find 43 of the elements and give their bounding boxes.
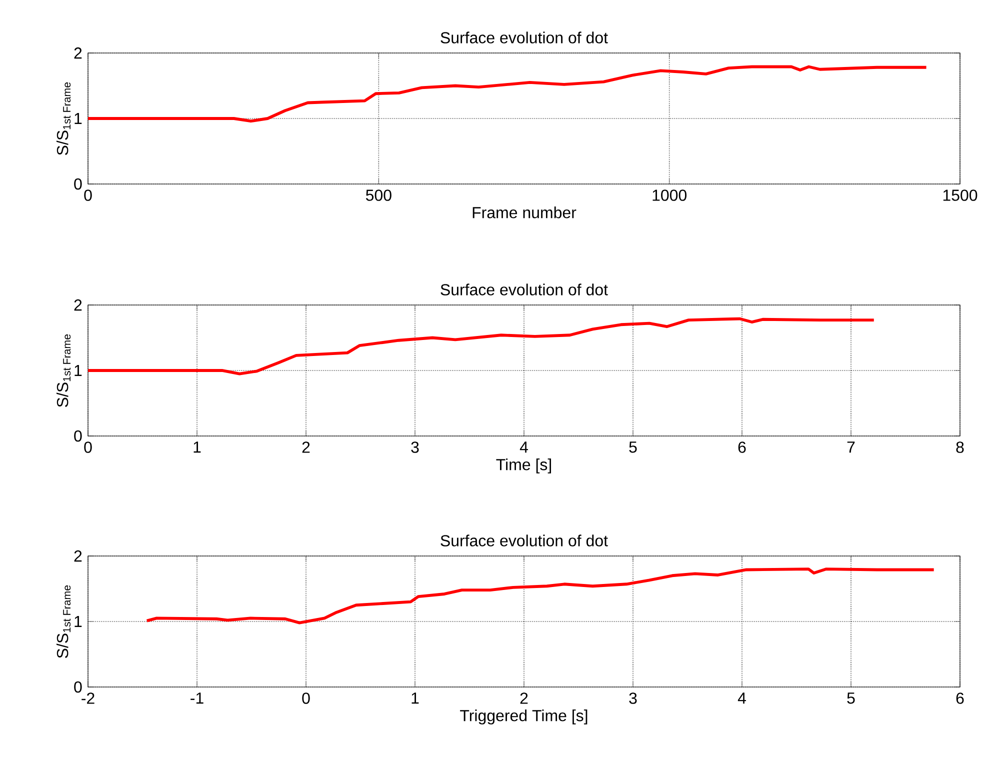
y-axis-title: $\text{S/S}_{\text{1st Frame}}$ <box>56 82 71 155</box>
chart-title: Surface evolution of dot <box>440 284 608 296</box>
x-tick-label: 0 <box>84 442 92 453</box>
x-tick-label: 6 <box>956 692 964 704</box>
x-tick-label: 2 <box>520 692 528 704</box>
x-tick-label: 3 <box>411 442 419 453</box>
x-tick-label: 1000 <box>652 190 687 201</box>
y-axis-title: $\text{S/S}_{\text{1st Frame}}$ <box>56 334 71 407</box>
x-tick-label: 1500 <box>943 190 978 201</box>
y-tick-label: 1 <box>74 364 82 376</box>
chart-title: Surface evolution of dot <box>440 534 608 546</box>
y-tick-label: 2 <box>74 299 82 311</box>
x-tick-label: 6 <box>738 442 746 453</box>
x-tick-label: 3 <box>629 692 637 704</box>
y-tick-label: 0 <box>74 681 82 693</box>
x-tick-label: -1 <box>190 692 204 704</box>
x-tick-label: 1 <box>194 442 201 453</box>
y-tick-label: 2 <box>74 550 82 562</box>
x-tick-label: 4 <box>738 692 746 704</box>
x-tick-label: 8 <box>956 442 964 453</box>
x-tick-label: 4 <box>520 442 528 453</box>
x-tick-label: -2 <box>82 692 94 704</box>
line-series <box>88 317 876 376</box>
x-tick-label: 5 <box>629 442 637 453</box>
y-axis-title: $\text{S/S}_{\text{1st Frame}}$ <box>56 585 71 658</box>
y-tick-label: 0 <box>74 178 82 190</box>
x-tick-label: 1 <box>412 692 419 704</box>
y-tick-label: 1 <box>74 616 82 627</box>
x-tick-label: 5 <box>847 692 855 704</box>
line-series <box>88 65 928 123</box>
x-tick-label: 0 <box>302 692 310 704</box>
x-axis-title: Frame number <box>472 206 576 218</box>
x-axis-title: Triggered Time [s] <box>460 710 588 724</box>
y-tick-label: 1 <box>74 112 82 124</box>
x-tick-label: 7 <box>847 442 855 453</box>
x-tick-label: 2 <box>302 442 310 453</box>
x-tick-label: 0 <box>84 190 92 201</box>
x-tick-label: 500 <box>366 190 392 201</box>
y-tick-label: 2 <box>74 47 82 59</box>
chart-title: Surface evolution of dot <box>440 32 608 44</box>
line-series <box>145 568 936 624</box>
y-tick-label: 0 <box>74 430 82 442</box>
x-axis-title: Time [s] <box>496 458 551 474</box>
